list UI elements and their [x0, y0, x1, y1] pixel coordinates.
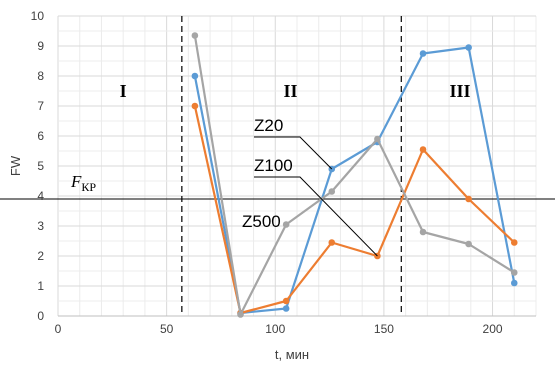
x-tick-label: 100: [265, 322, 285, 336]
region-labels: I II III: [120, 81, 471, 101]
y-tick-label: 8: [37, 69, 44, 83]
x-tick-label: 150: [374, 322, 394, 336]
data-point-z100: [510, 239, 518, 246]
series-line-z20: [193, 46, 516, 315]
x-axis-label: t, мин: [275, 347, 309, 362]
y-tick-label: 10: [31, 9, 45, 23]
threshold-label: FКР: [70, 172, 96, 194]
series-label-z500: Z500: [242, 212, 281, 231]
series-label-z20: Z20: [254, 116, 283, 135]
y-axis-label: FW: [8, 155, 23, 176]
pointer-z100: [254, 176, 378, 257]
data-point-z500: [237, 311, 244, 318]
series-label-z100: Z100: [254, 156, 293, 175]
region-label: III: [449, 81, 470, 101]
data-point-z500: [419, 228, 427, 236]
data-point-z20: [191, 72, 199, 80]
series-line-z100: [193, 105, 516, 315]
x-tick-label: 0: [55, 322, 62, 336]
y-tick-label: 7: [37, 99, 44, 113]
series-group: [191, 32, 518, 318]
series-line-z500: [193, 35, 515, 316]
threshold-label-sub: КР: [81, 180, 96, 194]
data-point-z20: [465, 44, 472, 51]
data-point-z500: [465, 240, 472, 248]
region-label: I: [120, 81, 127, 101]
region-boundaries: [181, 16, 402, 316]
grid: [57, 15, 537, 317]
data-point-z20: [282, 305, 290, 312]
data-point-z20: [510, 279, 518, 287]
data-point-z500: [282, 221, 290, 228]
y-tick-label: 6: [37, 129, 44, 143]
data-point-z500: [191, 32, 199, 39]
data-point-z20: [419, 50, 427, 57]
series-label-pointers: [254, 136, 378, 257]
y-tick-label: 4: [37, 189, 44, 203]
data-point-z500: [328, 188, 336, 195]
data-point-z100: [282, 297, 290, 305]
data-point-z100: [328, 239, 336, 246]
data-point-z100: [191, 102, 199, 110]
data-point-z500: [374, 135, 381, 143]
y-tick-label: 3: [37, 219, 44, 233]
region-label: II: [283, 81, 297, 101]
threshold-label-main: F: [70, 172, 82, 191]
x-tick-label: 50: [160, 322, 174, 336]
tick-labels: 0 50 100 150 200 0 1 2 3 4 5 6 7 8 9 10: [31, 9, 503, 336]
y-tick-label: 2: [37, 249, 44, 263]
y-tick-label: 0: [37, 309, 44, 323]
pointer-z20: [254, 136, 333, 170]
y-tick-label: 1: [37, 279, 44, 293]
data-point-z100: [419, 146, 427, 153]
data-point-z500: [510, 269, 518, 276]
data-point-z100: [465, 195, 472, 203]
x-tick-label: 200: [483, 322, 503, 336]
y-tick-label: 9: [37, 39, 44, 53]
y-tick-label: 5: [37, 159, 44, 173]
